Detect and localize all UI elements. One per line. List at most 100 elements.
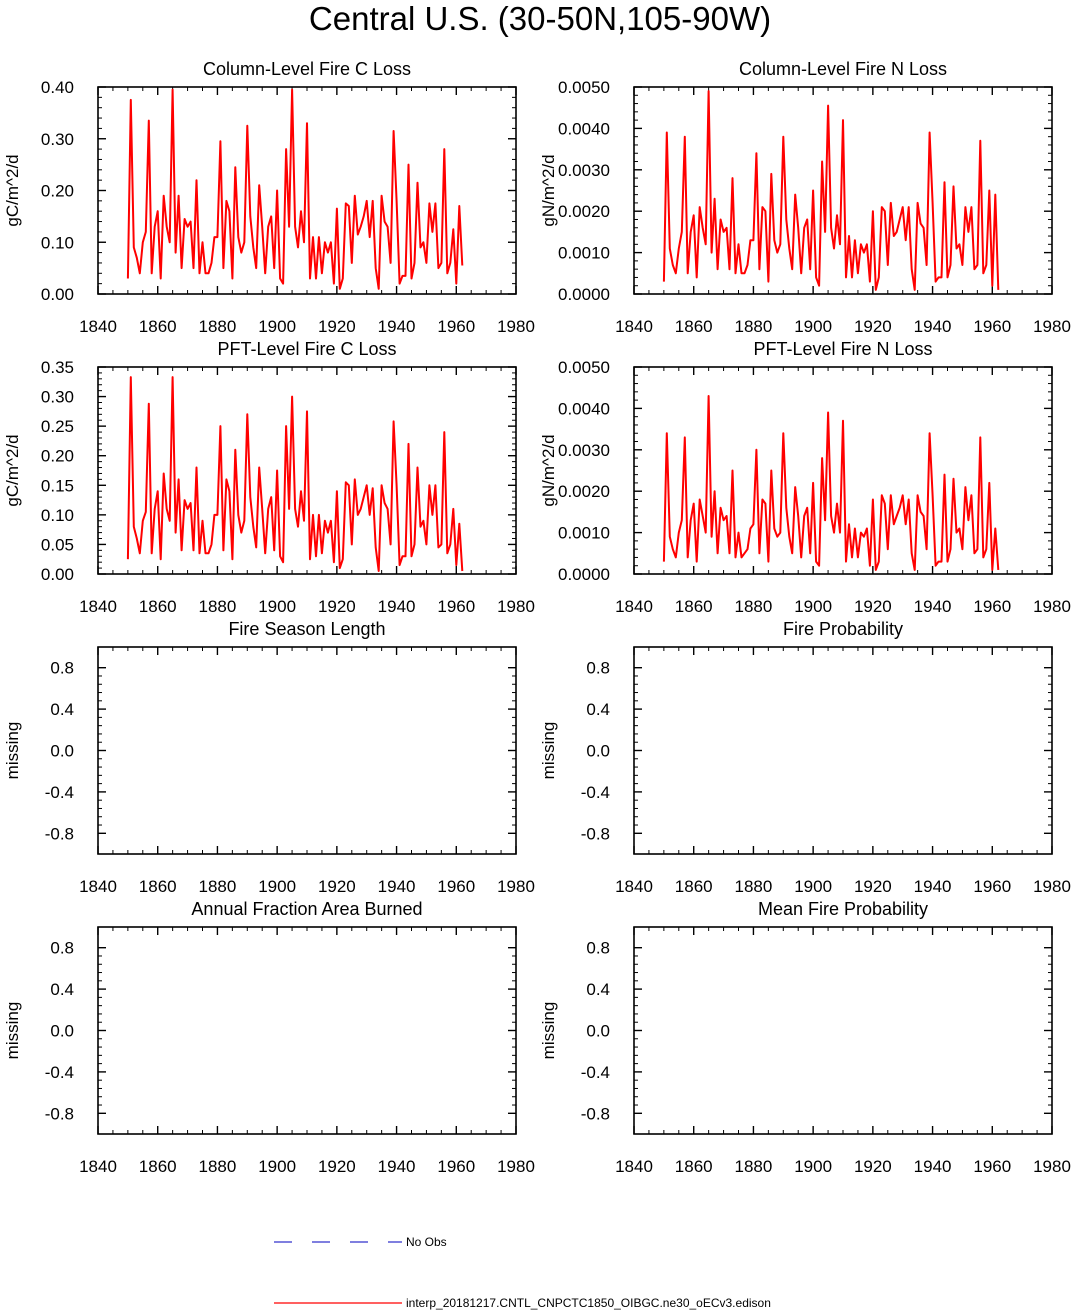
x-tick-label: 1980 [1033, 597, 1071, 616]
x-tick-label: 1900 [794, 1157, 832, 1176]
y-tick-label: -0.8 [581, 1104, 610, 1123]
x-tick-label: 1980 [1033, 317, 1071, 336]
x-tick-label: 1860 [675, 877, 713, 896]
legend-model-label: interp_20181217.CNTL_CNPCTC1850_OIBGC.ne… [406, 1296, 771, 1310]
y-tick-label: 0.30 [41, 388, 74, 407]
x-tick-label: 1960 [973, 317, 1011, 336]
x-tick-label: 1840 [615, 877, 653, 896]
y-tick-label: 0.4 [586, 700, 610, 719]
panel-title: Column-Level Fire C Loss [203, 59, 411, 79]
chart-panel: Mean Fire Probability 1840 1860 1880 1900 192… [539, 899, 1071, 1176]
x-tick-label: 1900 [794, 317, 832, 336]
x-tick-label: 1920 [854, 877, 892, 896]
x-tick-label: 1920 [854, 317, 892, 336]
x-tick-label: 1980 [497, 1157, 535, 1176]
y-axis-label: missing [539, 1002, 558, 1060]
chart-panel: Fire Probability 1840 1860 1880 1900 1920 1940… [539, 619, 1071, 896]
y-tick-label: 0.0030 [558, 161, 610, 180]
y-axis-label: missing [3, 722, 22, 780]
panel-title: Mean Fire Probability [758, 899, 928, 919]
x-tick-label: 1860 [139, 597, 177, 616]
x-tick-label: 1860 [675, 1157, 713, 1176]
chart-panel: Column-Level Fire C Loss 1840 1860 1880 1900… [3, 59, 535, 336]
y-tick-label: 0.00 [41, 285, 74, 304]
chart-panel: Annual Fraction Area Burned 1840 1860 1880 1… [3, 899, 535, 1176]
y-tick-label: 0.0010 [558, 524, 610, 543]
x-tick-label: 1960 [437, 1157, 475, 1176]
y-tick-label: 0.0000 [558, 565, 610, 584]
x-tick-label: 1860 [139, 317, 177, 336]
x-tick-label: 1980 [497, 317, 535, 336]
y-tick-label: 0.05 [41, 535, 74, 554]
y-tick-label: 0.0 [50, 742, 74, 761]
x-tick-label: 1940 [914, 597, 952, 616]
y-tick-label: 0.4 [50, 980, 74, 999]
y-tick-label: -0.4 [45, 1063, 74, 1082]
x-tick-label: 1980 [497, 597, 535, 616]
legend: No Obs interp_20181217.CNTL_CNPCTC1850_O… [274, 1235, 771, 1310]
x-tick-label: 1840 [615, 317, 653, 336]
y-tick-label: -0.4 [581, 1063, 610, 1082]
y-tick-label: 0.20 [41, 447, 74, 466]
y-tick-label: 0.15 [41, 476, 74, 495]
x-tick-label: 1880 [199, 597, 237, 616]
y-tick-label: 0.25 [41, 417, 74, 436]
x-tick-label: 1940 [914, 1157, 952, 1176]
y-tick-label: 0.10 [41, 233, 74, 252]
plot-frame [633, 926, 1053, 1135]
plot-frame [97, 646, 517, 855]
x-tick-label: 1920 [318, 1157, 356, 1176]
y-tick-label: 0.0 [586, 742, 610, 761]
x-tick-label: 1960 [973, 597, 1011, 616]
y-tick-label: 0.8 [50, 939, 74, 958]
x-tick-label: 1920 [854, 1157, 892, 1176]
series-line [126, 376, 464, 572]
x-tick-label: 1920 [318, 877, 356, 896]
y-tick-label: 0.40 [41, 78, 74, 97]
y-axis-label: gN/m^2/d [539, 154, 558, 226]
x-tick-label: 1860 [139, 877, 177, 896]
y-axis-label: missing [539, 722, 558, 780]
y-tick-label: 0.10 [41, 506, 74, 525]
x-tick-label: 1880 [735, 597, 773, 616]
x-tick-label: 1940 [378, 597, 416, 616]
y-tick-label: 0.20 [41, 182, 74, 201]
plot-frame [97, 926, 517, 1135]
series-line [662, 90, 1000, 291]
x-tick-label: 1980 [1033, 1157, 1071, 1176]
x-tick-label: 1840 [615, 597, 653, 616]
x-tick-label: 1900 [258, 597, 296, 616]
x-tick-label: 1880 [735, 317, 773, 336]
panel-title: Fire Season Length [228, 619, 385, 639]
y-tick-label: 0.0 [50, 1022, 74, 1041]
x-tick-label: 1960 [437, 877, 475, 896]
y-axis-label: gC/m^2/d [3, 154, 22, 226]
x-tick-label: 1900 [794, 597, 832, 616]
x-tick-label: 1900 [258, 1157, 296, 1176]
x-tick-label: 1940 [378, 1157, 416, 1176]
y-tick-label: -0.4 [581, 783, 610, 802]
x-tick-label: 1940 [914, 877, 952, 896]
x-tick-label: 1880 [199, 1157, 237, 1176]
x-tick-label: 1980 [1033, 877, 1071, 896]
figure-title: Central U.S. (30-50N,105-90W) [309, 0, 771, 37]
y-tick-label: 0.0 [586, 1022, 610, 1041]
y-axis-label: gN/m^2/d [539, 434, 558, 506]
x-tick-label: 1980 [497, 877, 535, 896]
y-tick-label: 0.8 [586, 659, 610, 678]
panel-title: Fire Probability [783, 619, 903, 639]
y-tick-label: 0.0020 [558, 482, 610, 501]
x-tick-label: 1840 [79, 317, 117, 336]
y-tick-label: 0.0050 [558, 358, 610, 377]
x-tick-label: 1940 [914, 317, 952, 336]
legend-no-obs-label: No Obs [406, 1235, 447, 1249]
plot-frame [633, 646, 1053, 855]
panel-title: PFT-Level Fire C Loss [217, 339, 396, 359]
y-tick-label: 0.0050 [558, 78, 610, 97]
y-tick-label: -0.8 [45, 824, 74, 843]
y-tick-label: -0.8 [45, 1104, 74, 1123]
y-tick-label: 0.0020 [558, 202, 610, 221]
x-tick-label: 1840 [79, 1157, 117, 1176]
x-tick-label: 1880 [199, 877, 237, 896]
